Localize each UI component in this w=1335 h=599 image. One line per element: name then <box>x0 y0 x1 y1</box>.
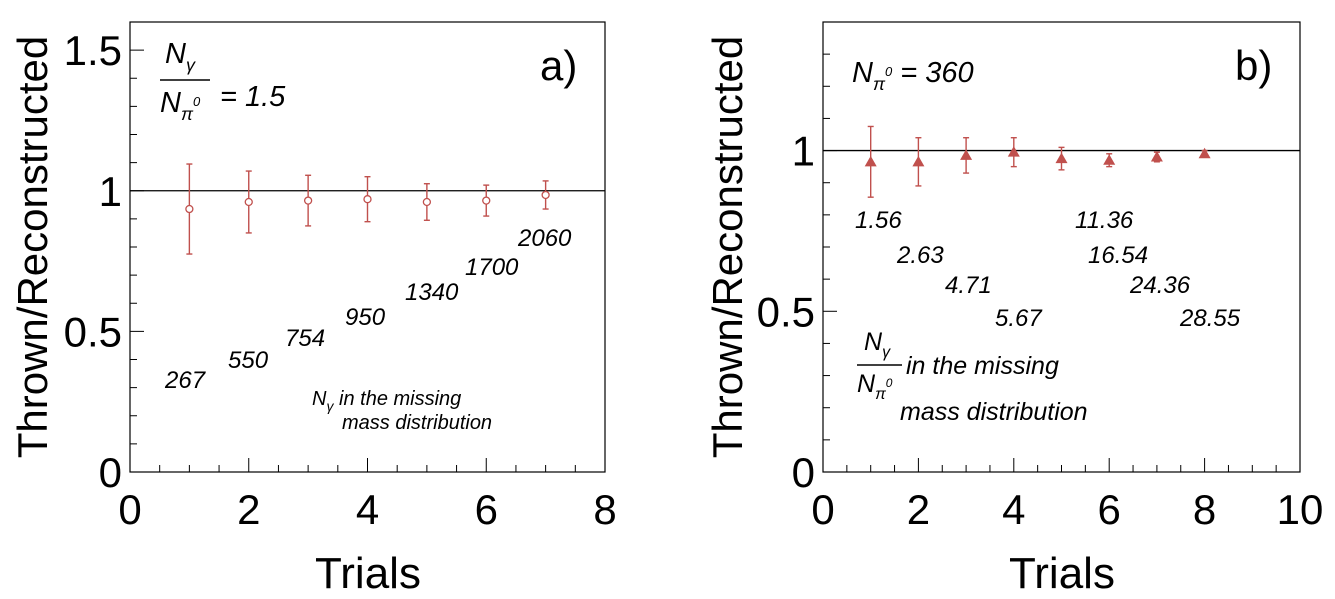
data-point <box>244 197 253 207</box>
y-tick-label: 1.5 <box>64 27 122 74</box>
panel-b-label: b) <box>1235 42 1272 89</box>
ratio-num-symbol: N <box>165 38 186 70</box>
data-point <box>482 196 491 205</box>
x-tick-label: 0 <box>118 486 141 533</box>
panel-b: 0 2 4 6 8 10 0 0.5 1 1.56 2.634.715.67 11.36 16.54 2… <box>704 21 1324 598</box>
y-tick-label: 0.5 <box>64 308 122 355</box>
panel-a-ratio-label: Nγ Nπ0 = 1.5 <box>160 38 286 124</box>
ratio-num-sub: γ <box>186 55 196 75</box>
x-tick-label: 4 <box>356 486 379 533</box>
point-annotation: 267 <box>164 367 207 394</box>
panel-b-footnote: Nγ Nπ0 in the missing mass distribution <box>857 328 1088 426</box>
point-annotation: 2.63 <box>896 242 944 269</box>
ratio-den-sup: 0 <box>193 94 201 109</box>
point-annotation: 24.36 <box>1129 272 1191 299</box>
fn-text-1: in the missing <box>906 352 1059 380</box>
data-point <box>912 155 925 167</box>
x-tick-label: 8 <box>1193 486 1216 533</box>
data-point <box>960 149 973 160</box>
panel-b-top-label: Nπ0 = 360 <box>852 57 974 94</box>
x-tick-label: 6 <box>475 486 498 533</box>
y-tick-label: 0.5 <box>757 288 815 335</box>
footnote-text-2: mass distribution <box>342 412 492 434</box>
fn-num-sub: γ <box>882 344 891 361</box>
point-annotation: 16.54 <box>1088 242 1148 269</box>
point-annotation: 5.67 <box>995 305 1043 332</box>
data-point <box>303 196 313 205</box>
panel-b-points <box>864 125 1211 198</box>
point-annotation: 1.56 <box>855 207 902 234</box>
data-point <box>1150 151 1163 162</box>
panel-b-ylabel: Thrown/Reconstructed <box>704 36 751 459</box>
ratio-value: = 1.5 <box>220 81 286 113</box>
panel-a-ylabel: Thrown/Reconstructed <box>9 36 56 459</box>
point-annotation: 1700 <box>465 254 519 281</box>
x-tick-label: 2 <box>237 486 260 533</box>
x-tick-label: 6 <box>1098 486 1121 533</box>
x-tick-label: 2 <box>907 486 930 533</box>
point-annotation: 11.36 <box>1075 207 1134 234</box>
x-tick-label: 4 <box>1002 486 1025 533</box>
point-annotation: 754 <box>285 325 325 352</box>
top-label-sup: 0 <box>885 64 893 79</box>
y-tick-label: 1 <box>99 168 122 215</box>
fn-text-2: mass distribution <box>900 398 1088 426</box>
point-annotation: 2060 <box>517 225 572 252</box>
x-tick-label: 0 <box>811 486 834 533</box>
point-annotation: 1340 <box>405 279 459 306</box>
panel-a-label: a) <box>540 42 577 89</box>
y-tick-label: 0 <box>99 449 122 496</box>
panel-b-xlabel: Trials <box>1009 549 1115 598</box>
svg-text:Nγ in the missing: Nγ in the missing <box>312 388 461 414</box>
panel-b-tick-labels: 0 2 4 6 8 10 0 0.5 1 <box>757 128 1324 533</box>
svg-text:Nπ0: Nπ0 <box>857 370 893 403</box>
x-tick-label: 10 <box>1277 486 1324 533</box>
top-label-sub: π <box>873 74 886 94</box>
footnote-text-1: in the missing <box>333 388 461 410</box>
data-point <box>1055 152 1068 164</box>
data-point <box>1103 154 1116 165</box>
y-tick-label: 0 <box>792 449 815 496</box>
footnote-sub: γ <box>326 398 334 414</box>
ratio-den-sub: π <box>181 104 194 124</box>
panel-b-annotations: 1.56 2.634.715.67 11.36 16.54 24.36 28.55 <box>855 207 1241 332</box>
data-point <box>1007 146 1020 157</box>
data-point <box>1198 147 1211 159</box>
x-tick-label: 8 <box>593 486 616 533</box>
svg-text:Nπ0: Nπ0 <box>160 87 201 124</box>
panel-a-footnote: Nγ in the missing mass distribution <box>312 388 492 434</box>
point-annotation: 550 <box>228 347 269 374</box>
top-label-value: = 360 <box>892 57 973 89</box>
panel-a-tick-labels: 0 2 4 6 8 0 0.5 1 1.5 <box>64 27 617 533</box>
data-point <box>185 204 194 214</box>
point-annotation: 4.71 <box>945 272 992 299</box>
data-point <box>422 197 432 207</box>
data-point <box>363 195 372 204</box>
fn-den-symbol: N <box>857 370 876 398</box>
top-label-symbol: N <box>852 57 873 89</box>
panel-a-points <box>185 163 550 255</box>
data-point <box>541 190 550 200</box>
ratio-den-symbol: N <box>160 87 181 119</box>
point-annotation: 950 <box>345 304 386 331</box>
y-tick-label: 1 <box>792 128 815 175</box>
svg-text:Nγ: Nγ <box>864 328 891 361</box>
footnote-symbol: N <box>312 388 327 410</box>
panel-a-xlabel: Trials <box>315 549 421 598</box>
svg-text:Nγ: Nγ <box>165 38 196 75</box>
fn-num-symbol: N <box>864 328 883 356</box>
point-annotation: 28.55 <box>1179 305 1241 332</box>
fn-den-sup: 0 <box>886 376 893 390</box>
data-point <box>864 155 877 167</box>
fn-den-sub: π <box>875 386 886 403</box>
